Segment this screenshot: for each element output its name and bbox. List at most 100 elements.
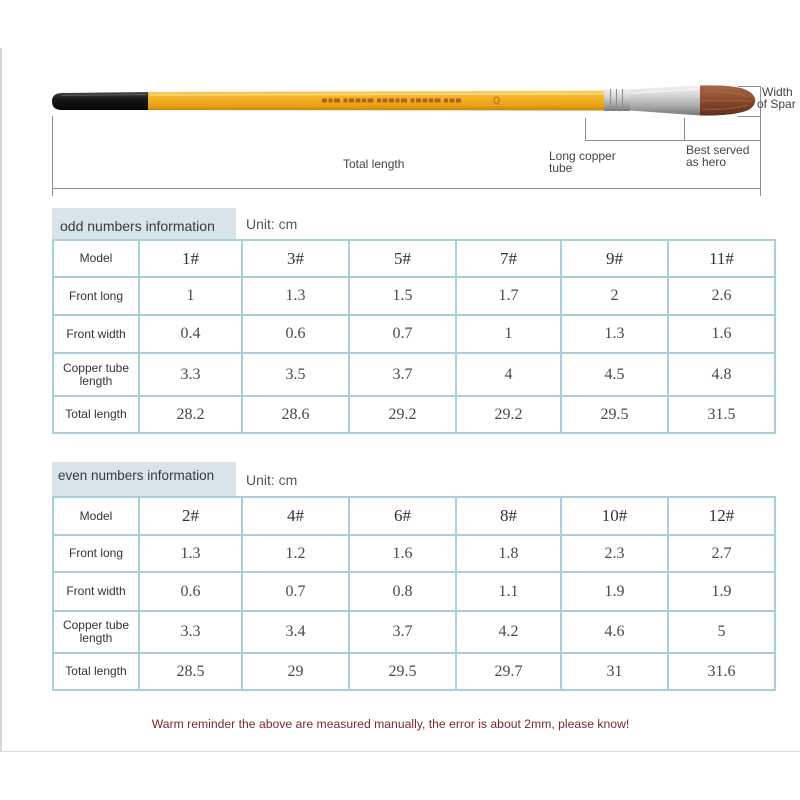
- value-cell: 3.7: [348, 610, 457, 654]
- value-cell: 1.6: [348, 534, 457, 573]
- table-row-front-long: Front long 1 1.3 1.5 1.7 2 2.6: [52, 276, 776, 316]
- value-cell: 31: [560, 652, 669, 691]
- value-cell: 1.7: [455, 276, 562, 316]
- model-cell: 1#: [138, 239, 243, 278]
- value-cell: 1.3: [241, 276, 350, 316]
- row-label: Copper tube length: [52, 352, 140, 397]
- value-cell: 29.2: [348, 395, 457, 434]
- value-cell: 0.6: [138, 571, 243, 612]
- model-cell: 2#: [138, 496, 243, 536]
- model-cell: 11#: [667, 239, 776, 278]
- value-cell: 1: [138, 276, 243, 316]
- value-cell: 4.2: [455, 610, 562, 654]
- width-label-line-1: Width: [762, 85, 793, 99]
- value-cell: 31.5: [667, 395, 776, 434]
- bristle-strands: [701, 91, 753, 110]
- table-row-total-length: Total length 28.2 28.6 29.2 29.2 29.5 31…: [52, 395, 776, 434]
- handle-size-mark: [493, 96, 500, 105]
- model-cell: 9#: [560, 239, 669, 278]
- brush-bristles: [700, 85, 756, 116]
- brush-end-cap: [52, 92, 148, 110]
- row-label: Front long: [52, 276, 140, 316]
- bristle-label-line-1: Best served: [686, 143, 750, 157]
- brush-diagram: [52, 85, 761, 196]
- table-row-front-width: Front width 0.6 0.7 0.8 1.1 1.9 1.9: [52, 571, 776, 612]
- copper-tube-label-line-2: tube: [549, 161, 573, 175]
- row-label: Copper tube length: [52, 610, 140, 654]
- value-cell: 1.9: [560, 571, 669, 612]
- row-label: Model: [52, 239, 140, 278]
- brush-end-cap-highlight: [61, 94, 147, 96]
- value-cell: 0.7: [241, 571, 350, 612]
- value-cell: 29.2: [455, 395, 562, 434]
- row-label: Front width: [52, 314, 140, 354]
- value-cell: 4: [455, 352, 562, 397]
- value-cell: 3.5: [241, 352, 350, 397]
- value-cell: 1.1: [455, 571, 562, 612]
- model-cell: 6#: [348, 496, 457, 536]
- even-unit-label: Unit: cm: [246, 472, 298, 488]
- value-cell: 2: [560, 276, 669, 316]
- value-cell: 3.3: [138, 352, 243, 397]
- table-row-total-length: Total length 28.5 29 29.5 29.7 31 31.6: [52, 652, 776, 691]
- value-cell: 29: [241, 652, 350, 691]
- value-cell: 28.5: [138, 652, 243, 691]
- row-label: Front long: [52, 534, 140, 573]
- odd-numbers-table: Model 1# 3# 5# 7# 9# 11# Front long 1 1.…: [52, 239, 776, 434]
- value-cell: 0.8: [348, 571, 457, 612]
- table-row-front-width: Front width 0.4 0.6 0.7 1 1.3 1.6: [52, 314, 776, 354]
- row-label: Total length: [52, 652, 140, 691]
- table-row-model: Model 2# 4# 6# 8# 10# 12#: [52, 496, 776, 536]
- frame-bottom-edge: [0, 751, 800, 752]
- brush-illustration: [52, 85, 756, 116]
- bristle-label-line-2: as hero: [686, 155, 727, 169]
- value-cell: 4.5: [560, 352, 669, 397]
- brush-handle-highlight: [149, 93, 605, 96]
- value-cell: 28.6: [241, 395, 350, 434]
- frame-left-edge: [0, 48, 2, 752]
- model-cell: 3#: [241, 239, 350, 278]
- row-label: Total length: [52, 395, 140, 434]
- value-cell: 3.3: [138, 610, 243, 654]
- value-cell: 1.8: [455, 534, 562, 573]
- table-row-copper-tube-length: Copper tube length 3.3 3.4 3.7 4.2 4.6 5: [52, 610, 776, 654]
- value-cell: 29.5: [560, 395, 669, 434]
- value-cell: 1.6: [667, 314, 776, 354]
- measurement-reminder: Warm reminder the above are measured man…: [151, 717, 630, 731]
- dimension-lines: [52, 86, 761, 196]
- value-cell: 4.8: [667, 352, 776, 397]
- value-cell: 28.2: [138, 395, 243, 434]
- handle-printing: [322, 96, 500, 105]
- value-cell: 29.7: [455, 652, 562, 691]
- value-cell: 5: [667, 610, 776, 654]
- value-cell: 1.3: [138, 534, 243, 573]
- model-cell: 7#: [455, 239, 562, 278]
- value-cell: 1.3: [560, 314, 669, 354]
- brush-ferrule: [604, 85, 700, 116]
- table-row-copper-tube-length: Copper tube length 3.3 3.5 3.7 4 4.5 4.8: [52, 352, 776, 397]
- row-label: Front width: [52, 571, 140, 612]
- value-cell: 1.5: [348, 276, 457, 316]
- odd-numbers-header: odd numbers information: [52, 208, 236, 240]
- row-label: Model: [52, 496, 140, 536]
- odd-table-body: Model 1# 3# 5# 7# 9# 11# Front long 1 1.…: [52, 239, 776, 434]
- value-cell: 3.7: [348, 352, 457, 397]
- value-cell: 0.7: [348, 314, 457, 354]
- value-cell: 2.7: [667, 534, 776, 573]
- model-cell: 4#: [241, 496, 350, 536]
- value-cell: 2.3: [560, 534, 669, 573]
- odd-unit-label: Unit: cm: [246, 216, 298, 232]
- value-cell: 31.6: [667, 652, 776, 691]
- value-cell: 1: [455, 314, 562, 354]
- value-cell: 1.9: [667, 571, 776, 612]
- even-numbers-table: Model 2# 4# 6# 8# 10# 12# Front long 1.3…: [52, 496, 776, 691]
- total-length-label: Total length: [343, 157, 405, 171]
- model-cell: 5#: [348, 239, 457, 278]
- table-row-front-long: Front long 1.3 1.2 1.6 1.8 2.3 2.7: [52, 534, 776, 573]
- value-cell: 2.6: [667, 276, 776, 316]
- even-table-body: Model 2# 4# 6# 8# 10# 12# Front long 1.3…: [52, 496, 776, 691]
- table-row-model: Model 1# 3# 5# 7# 9# 11#: [52, 239, 776, 278]
- value-cell: 0.4: [138, 314, 243, 354]
- model-cell: 8#: [455, 496, 562, 536]
